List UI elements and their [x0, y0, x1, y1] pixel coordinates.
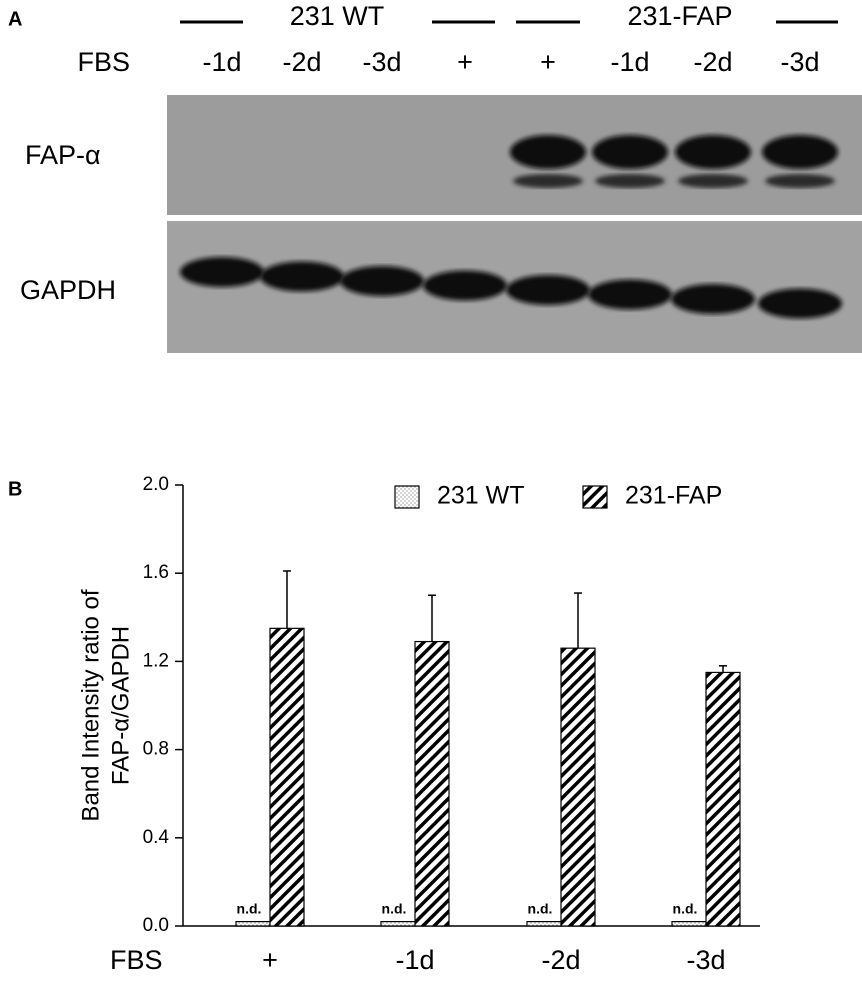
band	[678, 174, 748, 188]
x-tick-label: +	[262, 945, 278, 975]
y-tick-label: 2.0	[143, 474, 169, 495]
x-tick-label: -3d	[686, 945, 725, 975]
x-tick-label: -2d	[541, 945, 580, 975]
bar	[560, 647, 596, 927]
value-label: n.d.	[673, 900, 698, 916]
lane-label: -3d	[780, 47, 819, 77]
legend-label: 231-FAP	[625, 482, 722, 510]
y-tick-label: 0.4	[143, 827, 170, 848]
lane-label: -2d	[693, 47, 732, 77]
y-tick-label: 1.6	[143, 562, 169, 583]
band	[588, 279, 672, 310]
band	[513, 174, 583, 188]
y-tick-label: 1.2	[143, 650, 169, 671]
lane-label: -3d	[362, 47, 401, 77]
blot-label: GAPDH	[20, 275, 116, 305]
lane-label: -1d	[610, 47, 649, 77]
error-bar	[574, 592, 582, 649]
bar	[526, 920, 562, 927]
value-label: n.d.	[237, 900, 262, 916]
band	[510, 135, 586, 169]
row-label: FBS	[77, 47, 130, 77]
band	[765, 174, 835, 188]
blot-label: FAP-α	[25, 140, 101, 170]
legend-swatch	[394, 485, 420, 509]
band	[671, 284, 755, 314]
bar	[671, 920, 707, 927]
y-tick-label: 0.0	[143, 915, 169, 936]
panel-label: A	[8, 8, 22, 30]
lane-label: +	[457, 47, 473, 77]
bar	[269, 627, 305, 927]
bar	[380, 920, 416, 927]
y-tick-label: 0.8	[143, 739, 169, 760]
y-axis-label: Band Intensity ratio of	[77, 589, 104, 821]
band	[758, 288, 842, 319]
bar-chart: B Band Intensity ratio of FAP-α/GAPDH 0.0 0.…	[8, 474, 760, 975]
band	[423, 270, 507, 301]
group-label: 231 WT	[290, 1, 385, 31]
legend-swatch	[582, 485, 608, 509]
y-axis-label: FAP-α/GAPDH	[107, 626, 134, 785]
error-bar	[428, 594, 436, 642]
x-tick-label: -1d	[395, 945, 434, 975]
band	[595, 174, 665, 188]
western-blot-panel: A 231 WT 231-FAP FBS FAP-α GAPDH -1d -2d -…	[8, 1, 862, 353]
bar	[235, 920, 271, 927]
value-label: n.d.	[382, 900, 407, 916]
lane-label: +	[540, 47, 556, 77]
error-bar	[283, 570, 291, 629]
band	[340, 266, 424, 296]
band	[180, 257, 264, 287]
panel-label: B	[8, 478, 22, 500]
lane-label: -1d	[202, 47, 241, 77]
legend-label: 231 WT	[437, 482, 525, 510]
band	[260, 261, 344, 292]
group-label: 231-FAP	[627, 1, 732, 31]
bar	[414, 640, 450, 927]
value-label: n.d.	[528, 900, 553, 916]
x-row-label: FBS	[110, 945, 163, 975]
band	[675, 135, 751, 169]
blot-gap	[167, 215, 862, 221]
band	[762, 135, 838, 169]
lane-label: -2d	[282, 47, 321, 77]
band	[506, 275, 590, 305]
band	[592, 135, 668, 169]
bar	[705, 671, 741, 927]
error-bar	[719, 665, 727, 673]
